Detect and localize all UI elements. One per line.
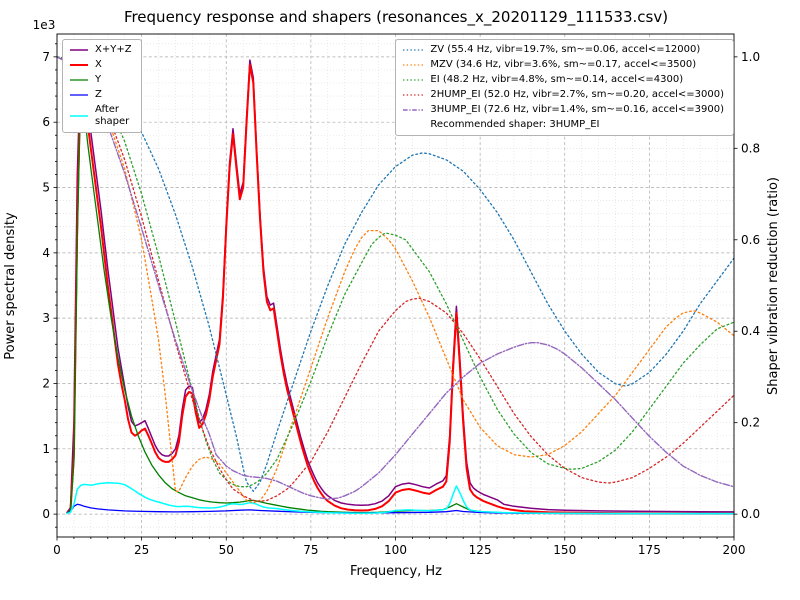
legend-footer: Recommended shaper: 3HUMP_EI [402, 119, 724, 131]
x-tick-label: 50 [219, 543, 234, 557]
legend-entry: X [69, 59, 132, 71]
left-y-tick-label: 7 [42, 50, 50, 64]
legend-line-sample [403, 64, 424, 66]
left-y-tick-label: 1 [42, 442, 50, 456]
x-tick-label: 100 [384, 543, 407, 557]
left-axis-offset-text: 1e3 [33, 18, 56, 32]
legend-entry: EI (48.2 Hz, vibr=4.8%, sm~=0.14, accel<… [402, 74, 724, 86]
right-y-tick-label: 1.0 [741, 50, 760, 64]
legend-entry: ZV (55.4 Hz, vibr=19.7%, sm~=0.06, accel… [402, 44, 724, 56]
series-3hump_ei [57, 56, 734, 500]
right-y-tick-label: 0.0 [741, 507, 760, 521]
legend-entry: X+Y+Z [69, 44, 132, 56]
series-lines [57, 56, 734, 515]
legend-line-sample [70, 79, 88, 81]
legend-label: 3HUMP_EI (72.6 Hz, vibr=1.4%, sm~=0.16, … [430, 104, 724, 115]
legend-entry: MZV (34.6 Hz, vibr=3.6%, sm~=0.17, accel… [402, 59, 724, 71]
psd-legend: X+Y+Z X Y Z After shaper [62, 39, 142, 133]
series-mzv [57, 56, 734, 504]
legend-label: After shaper [95, 104, 130, 127]
x-tick-label: 125 [469, 543, 492, 557]
series-y [66, 88, 734, 515]
series-z [66, 503, 734, 515]
x-tick-label: 0 [53, 543, 61, 557]
legend-label: ZV (55.4 Hz, vibr=19.7%, sm~=0.06, accel… [430, 44, 701, 55]
right-y-tick-label: 0.6 [741, 233, 760, 247]
left-y-tick-label: 5 [42, 181, 50, 195]
series-ei [57, 56, 734, 488]
recommended-shaper-text: Recommended shaper: 3HUMP_EI [430, 119, 600, 130]
ticks [53, 43, 738, 541]
x-tick-label: 25 [134, 543, 149, 557]
legend-line-sample [403, 79, 424, 81]
left-y-tick-label: 0 [42, 507, 50, 521]
legend-entry: 2HUMP_EI (52.0 Hz, vibr=2.7%, sm~=0.20, … [402, 89, 724, 101]
series-2hump_ei [57, 56, 734, 502]
tick-labels: 0 25 50 75 100 125 150 175 200 0 1 2 3 4 5 6 7 0.0 0.2 0.4 0… [42, 50, 760, 557]
legend-line-sample [403, 49, 424, 51]
left-y-axis-label: Power spectral density [3, 212, 18, 360]
x-tick-label: 150 [553, 543, 576, 557]
legend-entry: 3HUMP_EI (72.6 Hz, vibr=1.4%, sm~=0.16, … [402, 104, 724, 116]
right-y-tick-label: 0.2 [741, 416, 760, 430]
left-y-tick-label: 3 [42, 311, 50, 325]
legend-entry: After shaper [69, 104, 132, 128]
legend-footer-spacer [402, 125, 424, 126]
legend-line-sample [70, 94, 88, 96]
legend-label: EI (48.2 Hz, vibr=4.8%, sm~=0.14, accel<… [430, 74, 684, 85]
left-y-tick-label: 4 [42, 246, 50, 260]
legend-entry: Z [69, 89, 132, 101]
legend-label: Z [95, 89, 102, 100]
shaper-legend: ZV (55.4 Hz, vibr=19.7%, sm~=0.06, accel… [395, 39, 734, 136]
legend-label: X [95, 59, 102, 70]
left-y-tick-label: 6 [42, 115, 50, 129]
series-x [66, 63, 734, 515]
right-y-tick-label: 0.8 [741, 141, 760, 155]
legend-label: Y [95, 74, 102, 85]
legend-label: MZV (34.6 Hz, vibr=3.6%, sm~=0.17, accel… [430, 59, 697, 70]
legend-line-sample [70, 49, 88, 51]
chart-title: Frequency response and shapers (resonanc… [124, 8, 668, 27]
legend-line-sample [403, 109, 424, 111]
series-zv [57, 56, 734, 492]
legend-label: 2HUMP_EI (52.0 Hz, vibr=2.7%, sm~=0.20, … [430, 89, 724, 100]
legend-entry: Y [69, 74, 132, 86]
legend-label: X+Y+Z [95, 44, 132, 55]
legend-line-sample [70, 64, 88, 66]
x-tick-label: 75 [303, 543, 318, 557]
series-after-shaper [66, 482, 734, 515]
legend-line-sample [70, 115, 88, 117]
left-y-tick-label: 2 [42, 376, 50, 390]
x-axis-label: Frequency, Hz [350, 564, 442, 579]
right-y-tick-label: 0.4 [741, 324, 760, 338]
x-tick-label: 175 [638, 543, 661, 557]
legend-line-sample [403, 94, 424, 96]
right-y-axis-label: Shaper vibration reduction (ratio) [766, 177, 781, 395]
x-tick-label: 200 [723, 543, 746, 557]
